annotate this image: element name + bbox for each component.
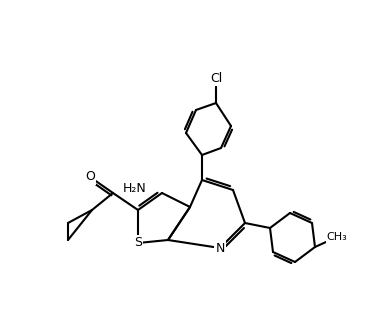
Text: Cl: Cl xyxy=(210,72,222,85)
Text: CH₃: CH₃ xyxy=(327,232,347,242)
Text: O: O xyxy=(85,170,95,183)
Text: S: S xyxy=(134,236,142,249)
Text: N: N xyxy=(215,242,225,254)
Text: H₂N: H₂N xyxy=(122,183,146,196)
